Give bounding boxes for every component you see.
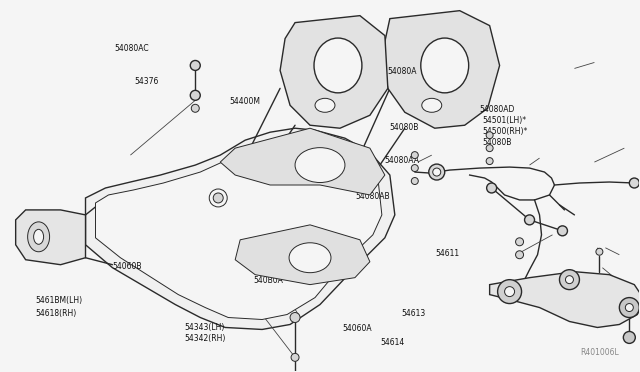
Circle shape [433, 168, 441, 176]
Circle shape [498, 280, 522, 304]
Circle shape [190, 61, 200, 70]
Text: 54080A: 54080A [387, 67, 417, 76]
Circle shape [566, 276, 573, 283]
Circle shape [516, 238, 524, 246]
Polygon shape [382, 11, 500, 128]
Text: 54060A: 54060A [342, 324, 372, 333]
Text: 54080B: 54080B [483, 138, 512, 147]
Text: 54400M: 54400M [229, 97, 260, 106]
Circle shape [412, 164, 419, 171]
Circle shape [290, 312, 300, 323]
Circle shape [486, 132, 493, 139]
Polygon shape [15, 210, 86, 265]
Text: 54342(RH): 54342(RH) [184, 334, 226, 343]
Ellipse shape [420, 38, 468, 93]
Text: 54618(RH): 54618(RH) [36, 310, 77, 318]
Polygon shape [280, 16, 388, 128]
Text: 54060B: 54060B [113, 262, 142, 271]
Text: 54080AA: 54080AA [384, 155, 419, 164]
Text: 54343(LH): 54343(LH) [184, 323, 225, 332]
Circle shape [623, 331, 636, 343]
Circle shape [291, 353, 299, 361]
Polygon shape [490, 272, 640, 327]
Circle shape [557, 226, 568, 236]
Circle shape [596, 248, 603, 255]
Text: 54611: 54611 [435, 249, 459, 258]
Text: 540B0A: 540B0A [253, 276, 283, 285]
Ellipse shape [28, 222, 49, 252]
Circle shape [429, 164, 445, 180]
Circle shape [516, 251, 524, 259]
Circle shape [625, 304, 634, 311]
Polygon shape [220, 128, 385, 195]
Polygon shape [95, 137, 382, 320]
Circle shape [486, 158, 493, 164]
Circle shape [412, 177, 419, 185]
Circle shape [190, 90, 200, 100]
Circle shape [486, 183, 497, 193]
Polygon shape [235, 225, 370, 285]
Text: 54080B: 54080B [389, 123, 419, 132]
Circle shape [486, 145, 493, 152]
Circle shape [412, 152, 419, 158]
Ellipse shape [314, 38, 362, 93]
Circle shape [629, 178, 639, 188]
Text: 54500(RH)*: 54500(RH)* [483, 126, 528, 136]
Circle shape [504, 286, 515, 296]
Circle shape [213, 193, 223, 203]
Text: 54613: 54613 [401, 310, 426, 318]
Circle shape [620, 298, 639, 318]
Text: 5461BM(LH): 5461BM(LH) [36, 296, 83, 305]
Text: 54614: 54614 [381, 338, 405, 347]
Text: 54501(LH)*: 54501(LH)* [483, 116, 527, 125]
Text: R401006L: R401006L [580, 348, 620, 357]
Text: 54080AB: 54080AB [355, 192, 390, 201]
Circle shape [559, 270, 579, 290]
Ellipse shape [289, 243, 331, 273]
Text: 54376: 54376 [135, 77, 159, 86]
Ellipse shape [422, 98, 442, 112]
Polygon shape [86, 128, 395, 330]
Text: 54080AD: 54080AD [479, 105, 515, 114]
Ellipse shape [295, 148, 345, 183]
Ellipse shape [315, 98, 335, 112]
Circle shape [525, 215, 534, 225]
Text: 54080AC: 54080AC [115, 44, 149, 52]
Ellipse shape [34, 229, 44, 244]
Circle shape [191, 104, 199, 112]
